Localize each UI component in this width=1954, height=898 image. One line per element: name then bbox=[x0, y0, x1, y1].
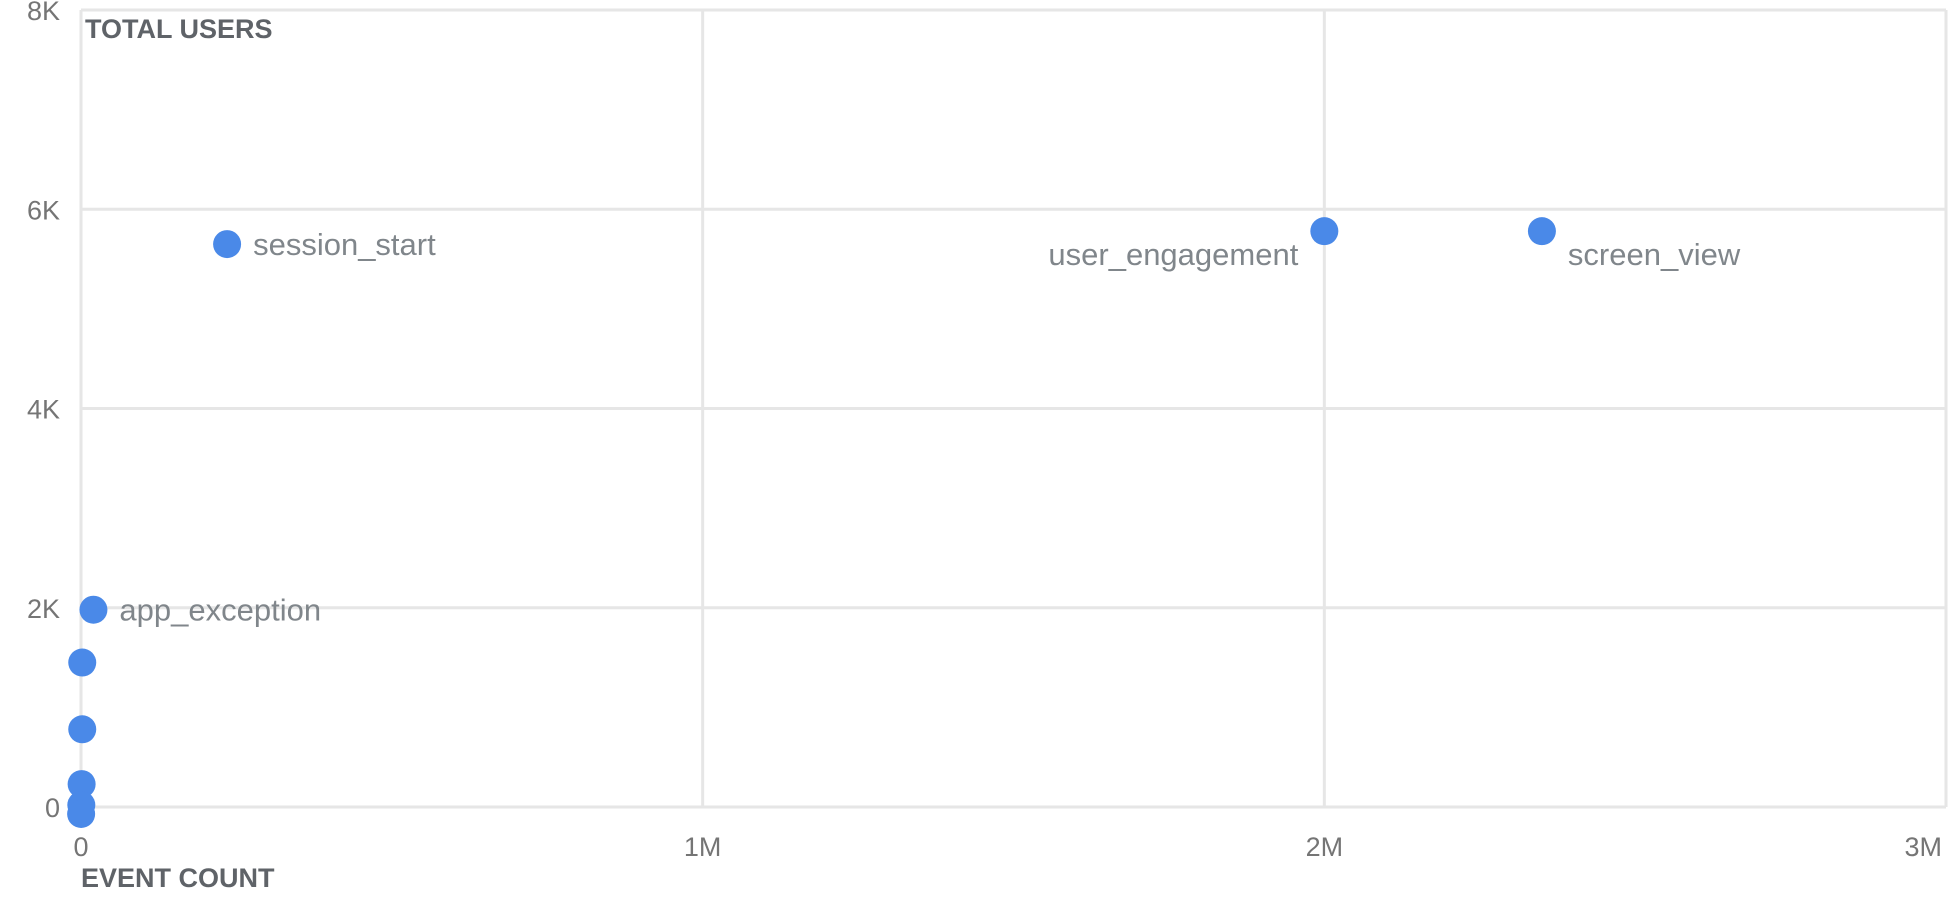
scatter-point[interactable] bbox=[67, 770, 96, 799]
grid bbox=[79, 8, 1948, 809]
y-tick-label: 6K bbox=[27, 195, 60, 225]
scatter-point[interactable] bbox=[68, 648, 97, 677]
scatter-point[interactable] bbox=[213, 230, 242, 259]
y-tick-label: 0 bbox=[45, 793, 60, 823]
point-label: app_exception bbox=[119, 593, 321, 628]
scatter-point[interactable] bbox=[67, 799, 96, 828]
axis-ticks: 0 1M 2M 3M 0 2K 4K 6K 8K bbox=[27, 0, 1942, 862]
x-tick-label: 0 bbox=[73, 832, 88, 862]
x-tick-label: 1M bbox=[684, 832, 722, 862]
y-tick-label: 4K bbox=[27, 395, 60, 425]
point-label: user_engagement bbox=[1048, 237, 1298, 272]
x-tick-label: 2M bbox=[1306, 832, 1344, 862]
x-tick-label: 3M bbox=[1904, 832, 1942, 862]
point-label: session_start bbox=[253, 227, 436, 262]
scatter-point[interactable] bbox=[68, 715, 97, 744]
scatter-point[interactable] bbox=[1310, 217, 1339, 246]
data-points: session_start user_engagement screen_viewa… bbox=[67, 217, 1741, 828]
x-axis-title: EVENT COUNT bbox=[81, 863, 275, 893]
point-label: screen_view bbox=[1568, 237, 1741, 272]
y-tick-label: 2K bbox=[27, 594, 60, 624]
y-axis-title: TOTAL USERS bbox=[85, 14, 273, 44]
scatter-point[interactable] bbox=[1527, 217, 1556, 246]
y-tick-label: 8K bbox=[27, 0, 60, 26]
scatter-point[interactable] bbox=[79, 595, 108, 624]
